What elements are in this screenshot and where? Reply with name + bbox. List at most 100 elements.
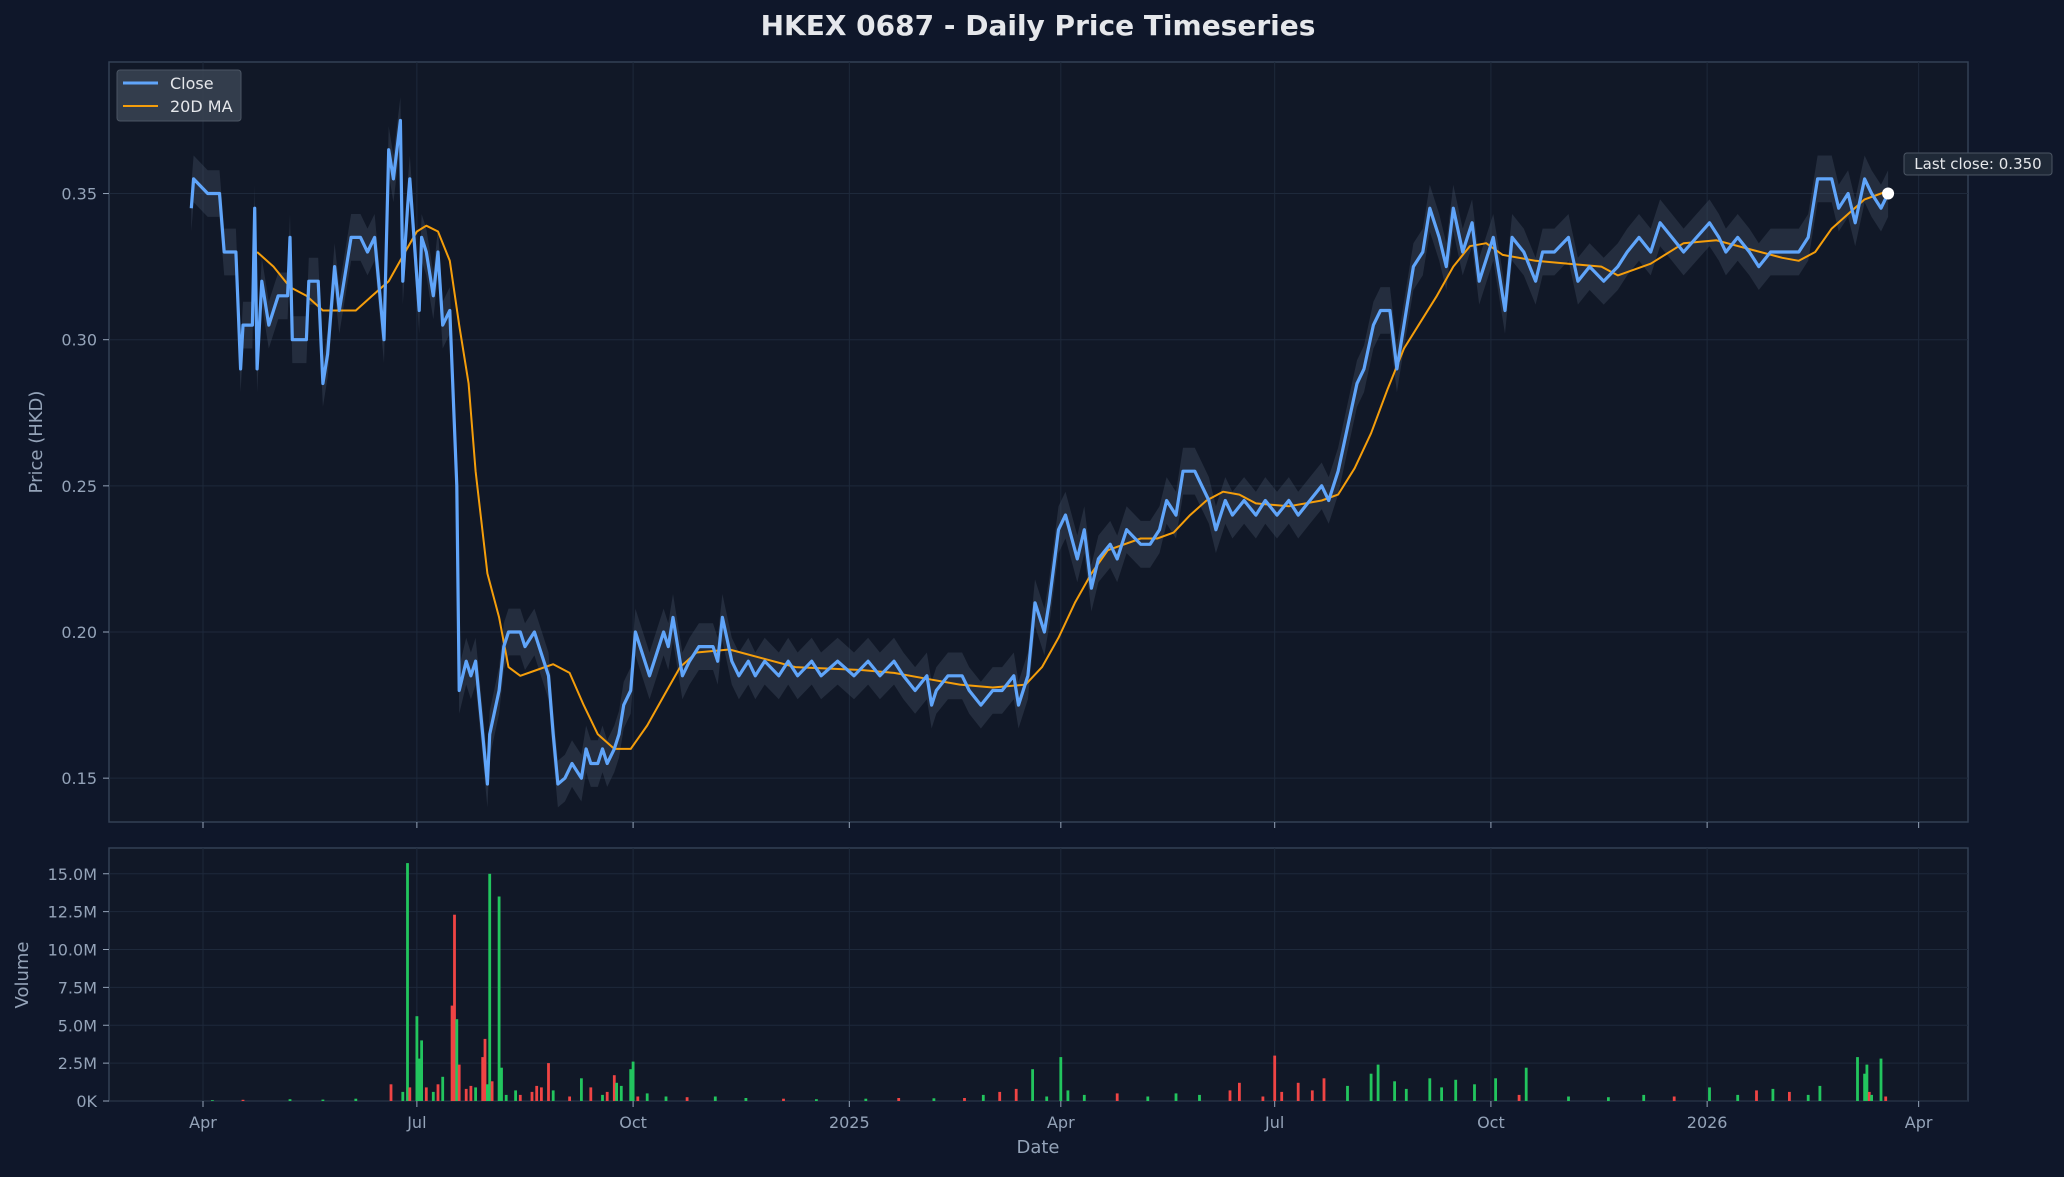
volume-bar — [589, 1087, 593, 1101]
volume-bar — [1376, 1064, 1380, 1101]
volume-bar — [1642, 1094, 1646, 1101]
volume-bar — [1806, 1094, 1810, 1101]
volume-bar — [504, 1094, 508, 1101]
volume-bar — [1755, 1090, 1758, 1101]
volume-bar — [631, 1061, 635, 1101]
price-lines — [189, 118, 1890, 786]
volume-y-tick-label: 12.5M — [48, 903, 97, 922]
volume-bar — [211, 1100, 214, 1101]
volume-bar — [580, 1078, 583, 1101]
volume-bar — [354, 1098, 358, 1101]
volume-bar — [1238, 1082, 1241, 1101]
x-tick-label: Oct — [619, 1113, 647, 1132]
volume-bar — [1736, 1094, 1740, 1101]
volume-bar — [1856, 1057, 1859, 1101]
volume-bar — [1066, 1090, 1070, 1101]
last-close-marker — [1882, 187, 1895, 200]
volume-bar — [518, 1094, 522, 1101]
volume-bar — [417, 1058, 421, 1101]
price-y-tick-label: 0.15 — [61, 769, 97, 788]
x-tick-label: Jul — [406, 1113, 426, 1132]
volume-bar — [612, 1075, 616, 1101]
volume-bar — [401, 1091, 405, 1101]
volume-bar — [1346, 1085, 1349, 1101]
legend-close-label: Close — [170, 74, 214, 93]
volume-bar — [1440, 1087, 1443, 1101]
volume-bar — [1273, 1055, 1277, 1101]
volume-bar — [288, 1099, 292, 1101]
volume-bar — [453, 914, 456, 1101]
price-y-axis-label: Price (HKD) — [26, 391, 47, 494]
x-tick-label: 2025 — [829, 1113, 870, 1132]
price-plot-area — [108, 61, 1969, 823]
volume-bar — [615, 1082, 618, 1101]
volume-bar — [486, 1084, 489, 1101]
volume-bar — [1517, 1094, 1521, 1101]
x-tick-label: Apr — [1905, 1113, 1933, 1132]
volume-bar — [1672, 1096, 1676, 1101]
volume-bar — [457, 1064, 461, 1101]
volume-bar — [568, 1096, 571, 1101]
volume-bar — [431, 1091, 435, 1101]
volume-bar — [1863, 1073, 1866, 1101]
price-x-tickmarks — [202, 822, 1920, 828]
volume-bar — [389, 1084, 393, 1101]
price-y-ticks: 0.15 0.20 0.25 0.30 0.35 — [61, 185, 109, 788]
volume-bar — [1228, 1090, 1232, 1101]
volume-bar — [450, 1005, 454, 1101]
last-close-label: Last close: 0.350 — [1914, 155, 2041, 173]
volume-bar — [1708, 1087, 1711, 1101]
volume-bar — [1082, 1094, 1086, 1101]
volume-bar — [998, 1091, 1002, 1101]
x-axis-label: Date — [1016, 1137, 1059, 1158]
volume-bar — [1454, 1079, 1458, 1101]
volume-y-tick-label: 5.0M — [58, 1016, 97, 1035]
volume-bar — [932, 1098, 936, 1101]
volume-bar — [1879, 1058, 1883, 1101]
volume-bar — [469, 1085, 473, 1101]
volume-bar — [483, 1038, 487, 1101]
volume-bar — [1280, 1091, 1284, 1101]
volume-bar — [1865, 1064, 1869, 1101]
volume-bar — [815, 1099, 818, 1101]
ma-20d-line — [256, 189, 1889, 750]
volume-bar — [488, 873, 492, 1101]
volume-bar — [241, 1099, 245, 1101]
volume-bar — [713, 1096, 717, 1101]
volume-bar — [1174, 1093, 1178, 1101]
volume-bar — [1818, 1085, 1822, 1101]
volume-bar — [420, 1040, 423, 1101]
volume-bar — [1404, 1088, 1408, 1101]
price-y-tick-label: 0.35 — [61, 185, 97, 204]
volume-bar — [1146, 1096, 1150, 1101]
price-y-tick-label: 0.25 — [61, 477, 97, 496]
x-tick-label: Apr — [1047, 1113, 1075, 1132]
last-close-annotation: Last close: 0.350 — [1882, 152, 2053, 200]
volume-bar — [1524, 1067, 1528, 1101]
legend-ma-label: 20D MA — [170, 97, 233, 116]
volume-bar — [474, 1087, 477, 1101]
x-axis-ticks: Apr Jul Oct 2025 Apr Jul Oct 2026 Apr — [189, 1101, 1933, 1132]
price-grid — [109, 62, 1968, 822]
chart-title: HKEX 0687 - Daily Price Timeseries — [761, 9, 1316, 42]
volume-bar — [415, 1016, 419, 1101]
volume-bar — [500, 1067, 503, 1101]
volume-bar — [530, 1091, 534, 1101]
volume-bar — [605, 1091, 609, 1101]
volume-y-tick-label: 2.5M — [58, 1054, 97, 1073]
volume-bar — [1870, 1094, 1873, 1101]
volume-bar — [464, 1088, 468, 1101]
volume-bar — [1296, 1082, 1300, 1101]
volume-bar — [1198, 1094, 1201, 1101]
volume-bar — [547, 1063, 550, 1101]
volume-bar — [1031, 1069, 1034, 1101]
volume-bar — [321, 1099, 325, 1101]
volume-bar — [535, 1085, 539, 1101]
x-tick-label: Oct — [1477, 1113, 1505, 1132]
volume-bar — [514, 1090, 517, 1101]
x-tick-label: Apr — [189, 1113, 217, 1132]
volume-y-tick-label: 15.0M — [48, 865, 97, 884]
volume-bar — [981, 1094, 985, 1101]
